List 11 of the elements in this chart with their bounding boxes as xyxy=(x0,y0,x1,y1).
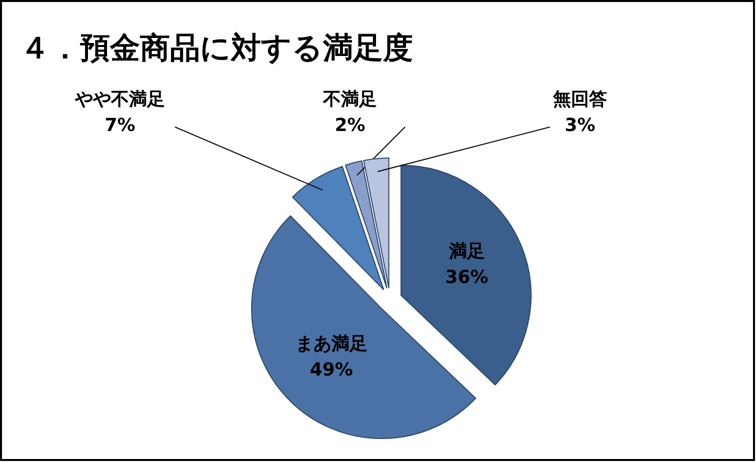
slice-label: 満足 xyxy=(448,241,485,262)
slice-label: 無回答 xyxy=(552,89,607,110)
slice-label: まあ満足 xyxy=(295,334,368,355)
data-label: 3% xyxy=(564,115,596,136)
data-label: 36% xyxy=(445,267,488,288)
data-label: 7% xyxy=(104,115,136,136)
chart-title: ４．預金商品に対する満足度 xyxy=(20,31,413,66)
data-label: 2% xyxy=(334,115,366,136)
slice-label: 不満足 xyxy=(322,89,377,110)
slice-label: やや不満足 xyxy=(74,89,165,110)
data-label: 49% xyxy=(310,360,353,381)
